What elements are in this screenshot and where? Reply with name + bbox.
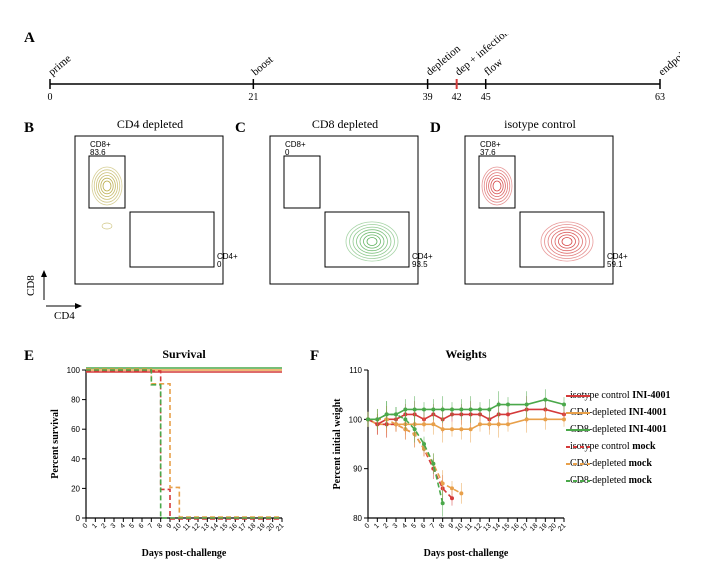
- svg-text:flow: flow: [482, 56, 505, 78]
- svg-text:6: 6: [138, 522, 146, 530]
- svg-text:0: 0: [82, 522, 90, 530]
- legend-item: CD4-depleted mock: [566, 458, 671, 469]
- legend: isotype control INI-4001 CD4-depleted INI…: [566, 390, 671, 492]
- svg-text:Percent survival: Percent survival: [50, 409, 61, 479]
- svg-text:80: 80: [353, 514, 362, 523]
- svg-text:93.5: 93.5: [412, 260, 428, 269]
- svg-text:21: 21: [248, 92, 258, 103]
- svg-text:CD8: CD8: [25, 275, 37, 296]
- flow-plot-d: isotype controlCD8+37.6CD4+59.1: [450, 118, 630, 304]
- svg-text:21: 21: [275, 522, 286, 533]
- svg-text:0: 0: [48, 92, 53, 103]
- panel-b-label: B: [24, 120, 34, 137]
- svg-text:Weights: Weights: [445, 347, 487, 361]
- svg-text:isotype control: isotype control: [504, 118, 576, 131]
- svg-text:20: 20: [71, 484, 80, 493]
- timeline: 0prime21boost39depletion42dep + infectio…: [40, 34, 680, 104]
- svg-text:45: 45: [481, 92, 491, 103]
- legend-item: CD8-depleted INI-4001: [566, 424, 671, 435]
- svg-text:CD4: CD4: [54, 310, 75, 322]
- panel-a-label: A: [24, 30, 35, 47]
- svg-text:6: 6: [420, 522, 428, 530]
- svg-text:1: 1: [91, 522, 99, 530]
- svg-text:7: 7: [147, 522, 155, 530]
- svg-text:Days post-challenge: Days post-challenge: [142, 548, 227, 559]
- svg-text:8: 8: [438, 522, 446, 530]
- svg-text:100: 100: [67, 366, 81, 375]
- survival-chart: Survival02040608010001234567891011121314…: [44, 346, 304, 576]
- svg-text:prime: prime: [46, 53, 73, 79]
- svg-text:boost: boost: [250, 54, 276, 79]
- svg-text:4: 4: [119, 522, 127, 530]
- svg-text:90: 90: [353, 465, 362, 474]
- svg-text:39: 39: [423, 92, 433, 103]
- svg-text:0: 0: [76, 514, 81, 523]
- svg-text:Days post-challenge: Days post-challenge: [424, 548, 509, 559]
- svg-text:60: 60: [71, 425, 80, 434]
- svg-text:8: 8: [156, 522, 164, 530]
- svg-text:Survival: Survival: [162, 347, 206, 361]
- svg-text:37.6: 37.6: [480, 148, 496, 157]
- svg-text:1: 1: [373, 522, 381, 530]
- svg-text:0: 0: [285, 148, 290, 157]
- svg-text:59.1: 59.1: [607, 260, 623, 269]
- legend-item: CD4-depleted INI-4001: [566, 407, 671, 418]
- svg-text:0: 0: [364, 522, 372, 530]
- svg-text:Percent initial weight: Percent initial weight: [332, 398, 343, 490]
- svg-text:3: 3: [392, 522, 400, 530]
- svg-text:CD8 depleted: CD8 depleted: [312, 118, 378, 131]
- flow-plot-c: CD8 depletedCD8+0CD4+93.5: [255, 118, 435, 304]
- svg-text:5: 5: [410, 522, 418, 530]
- svg-text:CD4 depleted: CD4 depleted: [117, 118, 183, 131]
- svg-text:42: 42: [452, 92, 462, 103]
- svg-text:2: 2: [382, 522, 390, 530]
- svg-text:63: 63: [655, 92, 665, 103]
- svg-text:2: 2: [100, 522, 108, 530]
- legend-item: isotype control INI-4001: [566, 390, 671, 401]
- svg-text:83.6: 83.6: [90, 148, 106, 157]
- svg-text:40: 40: [71, 455, 80, 464]
- svg-text:21: 21: [557, 522, 568, 533]
- svg-text:0: 0: [217, 260, 222, 269]
- svg-text:3: 3: [110, 522, 118, 530]
- panel-f-label: F: [310, 348, 319, 365]
- legend-item: isotype control mock: [566, 441, 671, 452]
- svg-text:7: 7: [429, 522, 437, 530]
- legend-item: CD8-depleted mock: [566, 475, 671, 486]
- svg-text:100: 100: [349, 415, 363, 424]
- panel-e-label: E: [24, 348, 34, 365]
- svg-text:endpoint: endpoint: [656, 44, 680, 78]
- svg-text:5: 5: [128, 522, 136, 530]
- flow-axis-labels: CD8 CD4: [20, 270, 100, 330]
- svg-text:4: 4: [401, 522, 409, 530]
- svg-text:110: 110: [349, 366, 362, 375]
- svg-text:80: 80: [71, 396, 80, 405]
- weights-chart: Weights809010011001234567891011121314151…: [326, 346, 586, 576]
- svg-text:dep + infection: dep + infection: [453, 34, 512, 78]
